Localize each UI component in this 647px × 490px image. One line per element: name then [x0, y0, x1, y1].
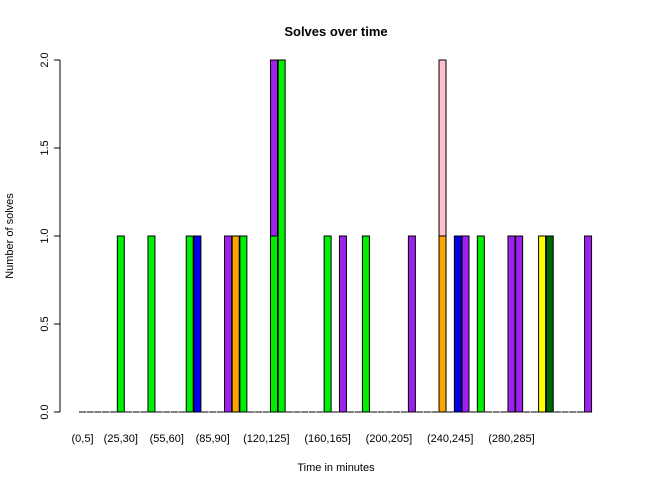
- bar-segment: [545, 235, 554, 413]
- bar-segment: [461, 235, 470, 413]
- x-tick-label: (200,205]: [366, 433, 412, 445]
- bar-segment: [507, 235, 516, 413]
- bar-segment: [224, 235, 233, 413]
- bar-segment: [361, 235, 370, 413]
- bar-segment: [407, 235, 416, 413]
- x-tick-label: (280,285]: [488, 433, 534, 445]
- bar-segment: [270, 235, 278, 413]
- bar-segment: [277, 59, 286, 413]
- x-tick-label: (25,30]: [104, 433, 138, 445]
- bar-segment: [453, 235, 462, 413]
- bar-segment: [438, 235, 447, 413]
- x-tick-label: (120,125]: [243, 433, 289, 445]
- x-tick-label: (240,245]: [427, 433, 473, 445]
- y-tick-label: 1.5: [39, 140, 51, 155]
- x-tick-label: (55,60]: [150, 433, 184, 445]
- y-tick-label: 1.0: [39, 228, 51, 243]
- bar-segment: [476, 235, 485, 413]
- bar-segment: [515, 235, 524, 413]
- bars-group: [79, 59, 593, 413]
- y-tick-label: 0.0: [39, 404, 51, 419]
- bar-segment: [147, 235, 156, 413]
- y-axis-label: Number of solves: [4, 193, 16, 279]
- x-tick-label: (0,5]: [71, 433, 93, 445]
- y-tick-label: 0.5: [39, 316, 51, 331]
- y-tick-label: 2.0: [39, 52, 51, 67]
- x-axis-label: Time in minutes: [297, 462, 375, 474]
- bar-segment: [584, 235, 593, 413]
- x-axis: (0,5] (25,30] (55,60] (85,90] (120,125] (160,…: [71, 433, 534, 445]
- bar-segment: [538, 235, 547, 413]
- bar-segment: [239, 235, 248, 413]
- y-axis: 0.0 0.5 1.0 1.5 2.0: [39, 52, 61, 420]
- x-tick-label: (85,90]: [196, 433, 230, 445]
- bar-segment: [193, 235, 202, 413]
- x-tick-label: (160,165]: [304, 433, 350, 445]
- bar-segment: [323, 235, 332, 413]
- bar-segment: [270, 59, 278, 237]
- bar-segment: [438, 59, 447, 237]
- bar-segment: [185, 235, 194, 413]
- bar-segment: [116, 235, 125, 413]
- bar-segment: [231, 235, 240, 413]
- chart-title: Solves over time: [284, 24, 387, 39]
- bar-segment: [338, 235, 347, 413]
